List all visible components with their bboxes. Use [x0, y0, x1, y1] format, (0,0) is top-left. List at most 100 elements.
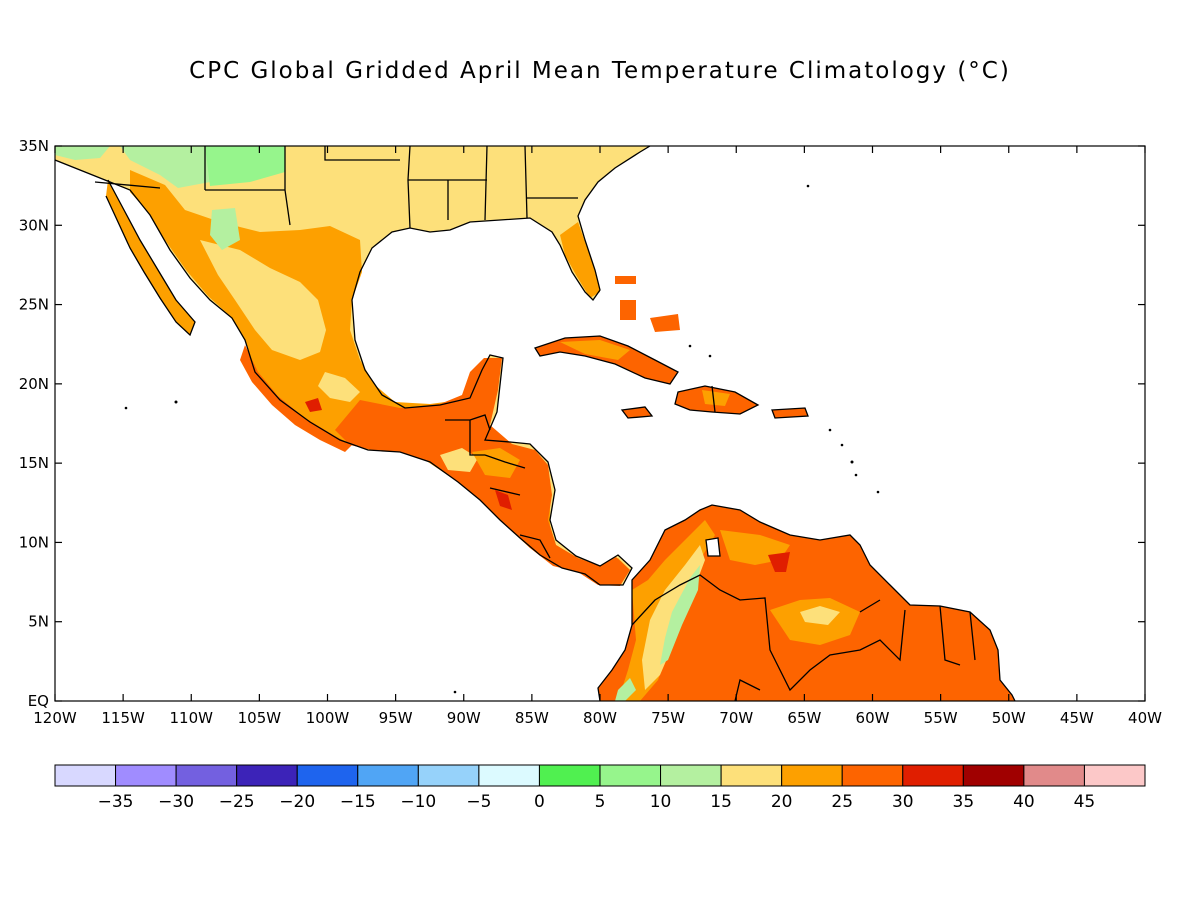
- lat-tick-label: 30N: [19, 216, 49, 234]
- cuba-coastline: [534, 335, 679, 385]
- colorbar-swatch: [478, 764, 540, 787]
- north-america-coastline: [55, 146, 651, 586]
- island-dot: [840, 443, 844, 447]
- mexican-highland-cool: [318, 372, 360, 402]
- puerto-rico-coastline: [771, 407, 809, 419]
- florida-warm: [560, 222, 600, 298]
- colorbar-label: 25: [831, 792, 853, 812]
- lon-tick-label: 45W: [1060, 709, 1094, 727]
- lon-tick-label: 90W: [447, 709, 481, 727]
- colorbar-swatch: [54, 764, 117, 787]
- lon-tick-label: 100W: [306, 709, 350, 727]
- colorbar-swatch: [599, 764, 662, 787]
- island-dot: [453, 690, 457, 694]
- lat-tick-label: 10N: [19, 533, 49, 551]
- lon-tick-label: 60W: [856, 709, 890, 727]
- colorbar-swatch: [417, 764, 480, 787]
- small-islands: [124, 184, 880, 694]
- us-state-borders: [94, 146, 578, 229]
- colorbar-label: 35: [953, 792, 975, 812]
- jamaica-land: [622, 407, 652, 418]
- lon-tick-label: 75W: [651, 709, 685, 727]
- lat-tick-label: 35N: [19, 137, 49, 155]
- pacific-mexico-hot-strip: [240, 345, 352, 452]
- mexican-plateau-cool: [200, 240, 326, 360]
- island-dot: [876, 490, 880, 494]
- colorbar-swatch: [175, 764, 238, 787]
- colorbar-swatch: [1083, 764, 1146, 787]
- colorbar-label: 10: [650, 792, 672, 812]
- yucatan-central-america-hot: [335, 358, 630, 586]
- andes-green-south: [615, 678, 636, 701]
- island-dot: [850, 460, 854, 464]
- colorbar-swatch: [720, 764, 783, 787]
- colorbar-label: −5: [466, 792, 491, 812]
- cuba-warm: [560, 340, 630, 360]
- lon-tick-label: 70W: [719, 709, 753, 727]
- latitude-axis: EQ 5N 10N 15N 20N 25N 30N 35N: [19, 137, 1145, 710]
- colorbar-swatch: [1023, 764, 1085, 787]
- colorbar-label: −10: [400, 792, 436, 812]
- colorbar-label: −20: [279, 792, 315, 812]
- colorbar-label: 20: [771, 792, 793, 812]
- puerto-rico-land: [772, 408, 808, 418]
- lake-maracaibo-coast: [705, 537, 721, 557]
- cuba-land: [535, 336, 678, 384]
- lake-maracaibo: [706, 538, 720, 556]
- colorbar-label: 40: [1013, 792, 1035, 812]
- lon-tick-label: 55W: [924, 709, 958, 727]
- lon-tick-label: 110W: [170, 709, 214, 727]
- colorbar: −35 −30 −25 −20 −15 −10 −5 0 5 10 15 20 25 30 35 40 45: [54, 764, 1146, 812]
- lon-tick-label: 115W: [101, 709, 145, 727]
- colorbar-swatch: [538, 764, 601, 787]
- lon-tick-label: 105W: [238, 709, 282, 727]
- central-america-borders: [445, 414, 551, 559]
- island-dot: [854, 473, 858, 477]
- colorbar-label: 5: [595, 792, 606, 812]
- land-fill-layers: [55, 146, 1015, 701]
- island-dot: [828, 428, 832, 432]
- colorbar-label: −35: [98, 792, 134, 812]
- colorbar-swatch: [781, 764, 843, 787]
- jamaica-coastline: [620, 406, 654, 419]
- map-plot-area: [55, 146, 1016, 701]
- lon-tick-label: 85W: [515, 709, 549, 727]
- lat-tick-label: 25N: [19, 296, 49, 314]
- colorbar-label: 30: [892, 792, 914, 812]
- bahamas-land-2: [620, 300, 636, 320]
- hispaniola-coastline: [674, 385, 760, 415]
- colorbar-label: 0: [534, 792, 545, 812]
- baja-coastline: [105, 179, 196, 337]
- island-dot: [688, 344, 692, 348]
- colorbar-swatch: [962, 764, 1025, 787]
- lon-tick-label: 95W: [379, 709, 413, 727]
- lon-tick-label: 40W: [1128, 709, 1162, 727]
- us-cool-patch-2: [205, 146, 285, 186]
- south-america-borders: [631, 574, 976, 701]
- colorbar-label: 45: [1074, 792, 1096, 812]
- lon-tick-label: 120W: [33, 709, 77, 727]
- hot-spot-venezuela: [768, 552, 790, 572]
- colorbar-swatch: [902, 764, 964, 787]
- lon-tick-label: 50W: [992, 709, 1026, 727]
- longitude-axis: 120W 115W 110W 105W 100W 95W 90W 85W 80W 75W 70W 65…: [33, 146, 1162, 727]
- lon-tick-label: 65W: [787, 709, 821, 727]
- island-dot: [124, 406, 128, 410]
- colorbar-swatch: [115, 764, 177, 787]
- lat-tick-label: EQ: [28, 692, 49, 710]
- colorbar-label: −25: [219, 792, 255, 812]
- south-america-coastline: [597, 504, 1016, 701]
- lon-tick-label: 80W: [583, 709, 617, 727]
- lat-tick-label: 20N: [19, 375, 49, 393]
- coastline-borders: [55, 146, 1016, 701]
- lat-tick-label: 15N: [19, 454, 49, 472]
- us-cool-patch-3: [210, 208, 240, 250]
- island-dot: [806, 184, 810, 188]
- map-title: CPC Global Gridded April Mean Temperatur…: [189, 58, 1011, 84]
- colorbar-swatch: [296, 764, 359, 787]
- island-dot: [174, 400, 178, 404]
- colorbar-label: −15: [340, 792, 376, 812]
- andes-green-strip: [660, 565, 700, 665]
- bahamas-land-3: [650, 314, 680, 332]
